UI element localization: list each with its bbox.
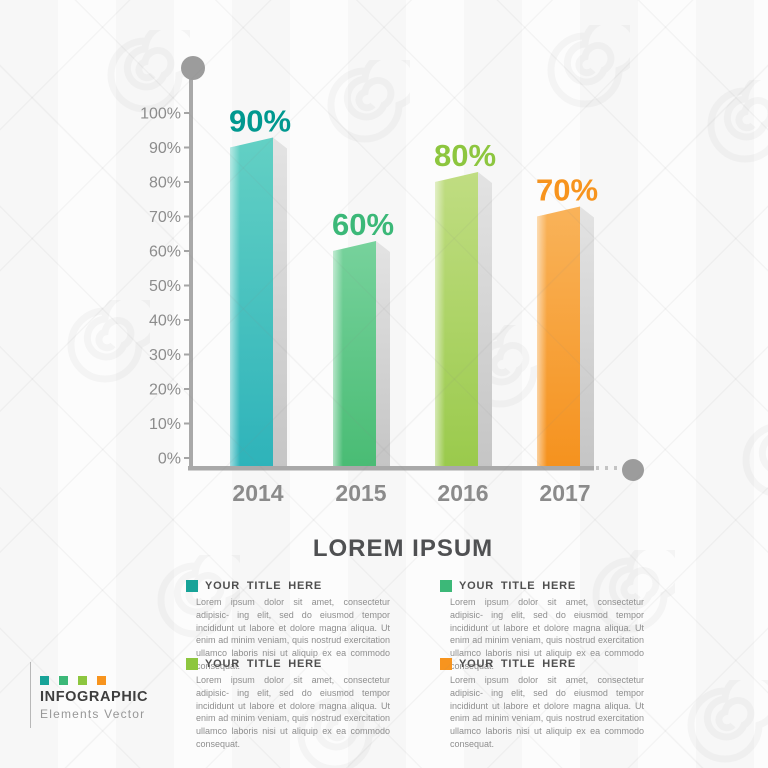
bar-2016: 80% 2016 xyxy=(434,138,496,506)
legend-body-text: Lorem ipsum dolor sit amet, consectetur … xyxy=(450,675,644,749)
y-tick-label: 40% xyxy=(149,313,181,330)
bar-2015: 60% 2015 xyxy=(332,207,394,506)
bar-2014: 90% 2014 xyxy=(229,104,291,507)
bar-highlight xyxy=(333,248,343,467)
legend-item: YOUR TITLE HERE Lorem ipsum dolor sit am… xyxy=(440,580,648,673)
legend-title: YOUR TITLE HERE xyxy=(205,580,323,592)
bar-front-face xyxy=(435,172,478,467)
legend-title: YOUR TITLE HERE xyxy=(459,580,577,592)
bar-value-label: 90% xyxy=(229,104,291,139)
y-tick-label: 60% xyxy=(149,244,181,261)
bar-highlight xyxy=(230,145,240,467)
legend-item: YOUR TITLE HERE Lorem ipsum dolor sit am… xyxy=(440,658,648,751)
logo-subtitle: Elements Vector xyxy=(40,707,146,721)
legend-title: YOUR TITLE HERE xyxy=(459,658,577,670)
logo-squares-icon xyxy=(40,676,148,685)
footer-logo: INFOGRAPHIC Elements Vector xyxy=(40,676,148,721)
bar-front-face xyxy=(537,206,580,467)
y-tick-label: 70% xyxy=(149,209,181,226)
x-axis-end-dot xyxy=(622,459,644,481)
bar-side-face xyxy=(478,172,492,467)
x-category-label: 2014 xyxy=(232,480,283,506)
x-axis-line xyxy=(188,466,594,471)
legend-swatch-green-icon xyxy=(440,580,452,592)
watermark-swirl-icon xyxy=(687,680,768,763)
legend-body-text: Lorem ipsum dolor sit amet, consectetur … xyxy=(196,597,390,671)
y-tick-label: 80% xyxy=(149,175,181,192)
y-tick-label: 20% xyxy=(149,382,181,399)
bar-highlight xyxy=(537,214,547,467)
logo-title: INFOGRAPHIC xyxy=(40,689,149,705)
x-category-label: 2017 xyxy=(539,480,590,506)
y-axis-end-dot xyxy=(181,56,205,80)
bar-value-label: 80% xyxy=(434,138,496,173)
y-tick-label: 10% xyxy=(149,416,181,433)
bar-side-face xyxy=(580,206,594,467)
bar-side-face xyxy=(376,241,390,467)
legend-item: YOUR TITLE HERE Lorem ipsum dolor sit am… xyxy=(186,580,394,673)
legend-swatch-lightgreen-icon xyxy=(186,658,198,670)
x-category-label: 2016 xyxy=(437,480,488,506)
x-category-label: 2015 xyxy=(335,480,386,506)
y-tick-label: 50% xyxy=(149,278,181,295)
legend-swatch-teal-icon xyxy=(186,580,198,592)
bar-front-face xyxy=(333,241,376,467)
bar-highlight xyxy=(435,179,445,467)
logo-square-orange-icon xyxy=(97,676,106,685)
legend-body-text: Lorem ipsum dolor sit amet, consectetur … xyxy=(196,675,390,749)
bar-front-face xyxy=(230,137,273,467)
bar-side-face xyxy=(273,137,287,467)
legend-body-text: Lorem ipsum dolor sit amet, consectetur … xyxy=(450,597,644,671)
y-tick-label: 30% xyxy=(149,347,181,364)
legend-title: YOUR TITLE HERE xyxy=(205,658,323,670)
y-tick-label: 0% xyxy=(158,451,181,468)
bar-value-label: 70% xyxy=(536,173,598,208)
legend-item: YOUR TITLE HERE Lorem ipsum dolor sit am… xyxy=(186,658,394,751)
logo-square-lightgreen-icon xyxy=(78,676,87,685)
y-tick-label: 90% xyxy=(149,140,181,157)
footer-divider xyxy=(30,662,31,728)
bar-chart: 0% 10% 20% 30% 40% 50% 60% 70% 80% 90% 100% 90% 2014… xyxy=(140,56,644,507)
logo-square-teal-icon xyxy=(40,676,49,685)
page-title: LOREM IPSUM xyxy=(312,535,494,562)
y-tick-label: 100% xyxy=(140,106,181,123)
bar-value-label: 60% xyxy=(332,207,394,242)
legend-swatch-orange-icon xyxy=(440,658,452,670)
logo-square-green-icon xyxy=(59,676,68,685)
bar-2017: 70% 2017 xyxy=(536,173,598,507)
